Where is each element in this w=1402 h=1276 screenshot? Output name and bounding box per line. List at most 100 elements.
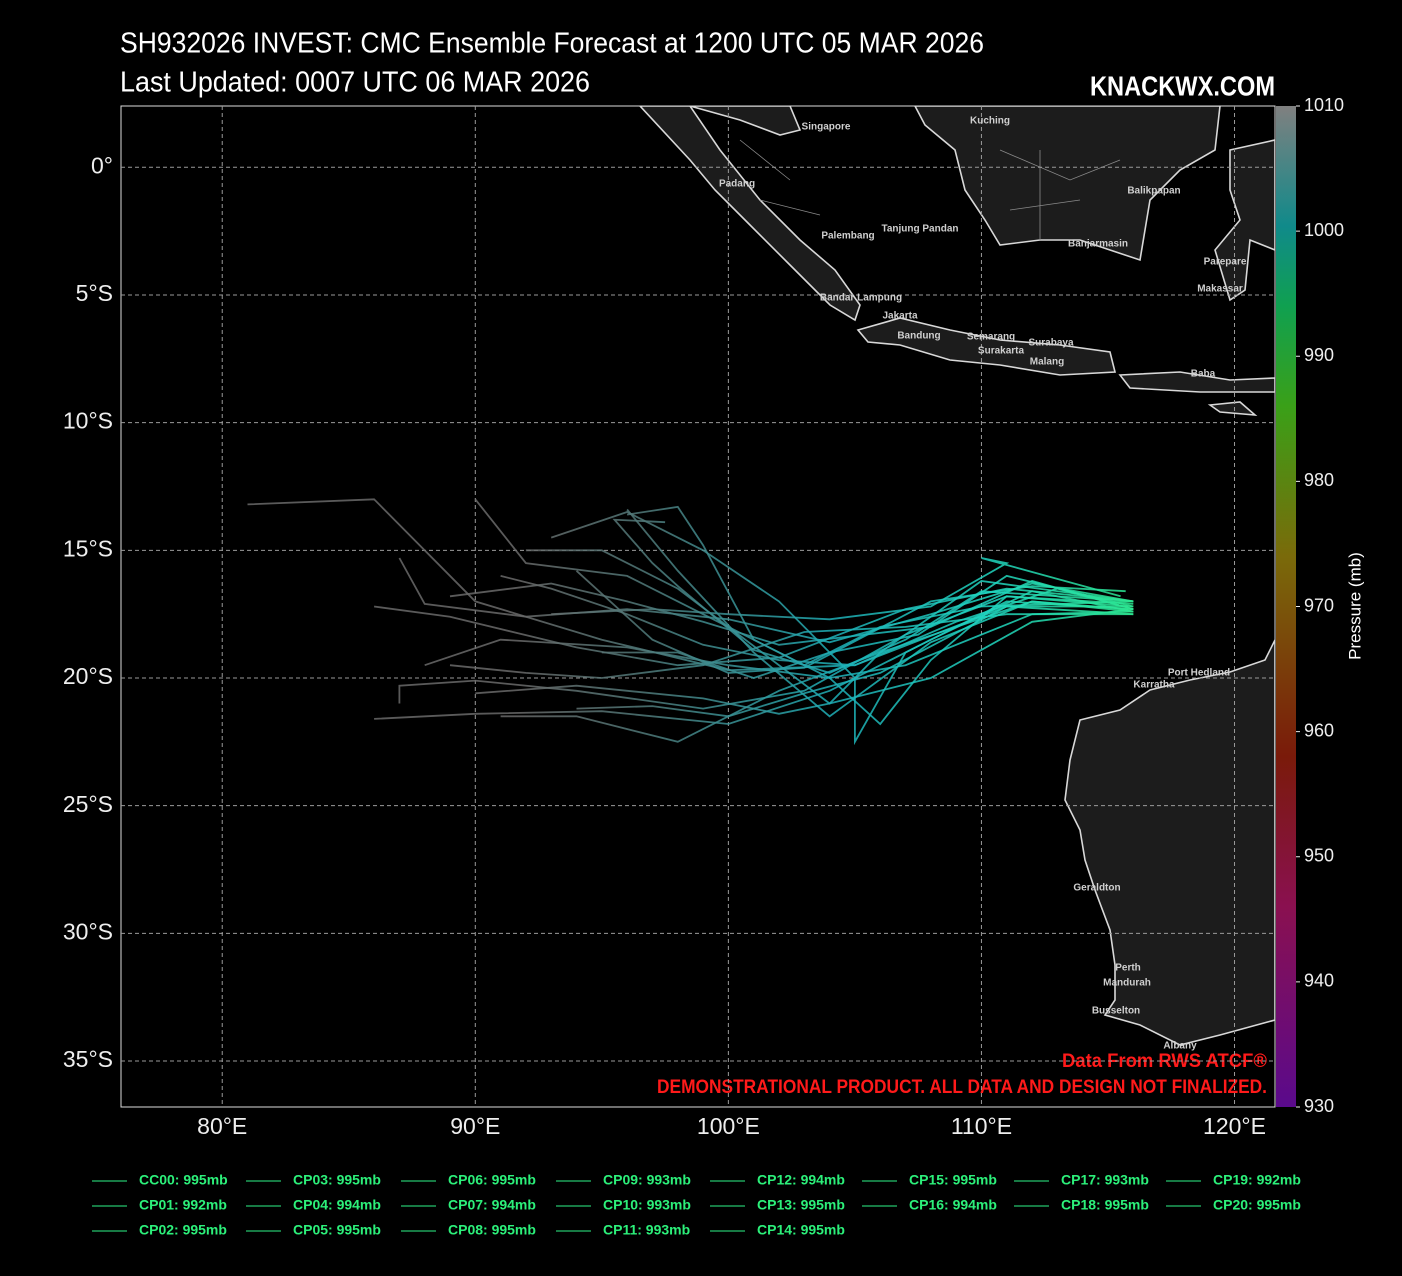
x-tick-label: 100°E (697, 1113, 760, 1139)
australia (1064, 639, 1275, 1046)
place-label: Singapore (802, 122, 851, 133)
colorbar-tick-label: 980 (1304, 470, 1334, 490)
colorbar-tick-label: 940 (1304, 971, 1334, 991)
legend-label: CP18: 995mb (1061, 1197, 1149, 1213)
track-line (626, 508, 1134, 718)
place-label: Busselton (1092, 1006, 1140, 1017)
colorbar-tick-label: 1000 (1304, 220, 1344, 240)
y-tick-label: 5°S (76, 280, 113, 306)
legend-label: CP08: 995mb (448, 1222, 536, 1238)
x-tick-label: 90°E (450, 1113, 500, 1139)
colorbar-tick-label: 930 (1304, 1096, 1334, 1116)
place-label: Palembang (821, 231, 874, 242)
track-line (525, 549, 1134, 667)
place-label: Perth (1115, 963, 1141, 974)
track-line (551, 557, 1121, 621)
legend-label: CC00: 995mb (139, 1172, 228, 1188)
borneo (914, 106, 1221, 262)
legend-label: CP15: 995mb (909, 1172, 997, 1188)
legend-label: CP05: 995mb (293, 1222, 381, 1238)
colorbar-label: Pressure (mb) (1345, 552, 1364, 660)
track-line (601, 574, 1134, 679)
track-line (500, 575, 1129, 667)
place-label: Albany (1163, 1041, 1197, 1052)
sumatra (638, 106, 861, 322)
colorbar-tick-label: 970 (1304, 595, 1334, 615)
track-line (374, 590, 1134, 725)
colorbar-tick-label: 990 (1304, 345, 1334, 365)
title: SH932026 INVEST: CMC Ensemble Forecast a… (120, 28, 984, 60)
place-label: Karratha (1133, 680, 1175, 691)
province-borders (739, 139, 1121, 240)
legend-label: CP02: 995mb (139, 1222, 227, 1238)
colorbar-tick-label: 950 (1304, 846, 1334, 866)
legend-label: CP01: 992mb (139, 1197, 227, 1213)
legend-label: CP04: 994mb (293, 1197, 381, 1213)
place-label: Port Hedland (1168, 668, 1230, 679)
place-label: Bandung (897, 331, 940, 342)
legend-label: CP09: 993mb (603, 1172, 691, 1188)
place-label: Baba (1191, 369, 1216, 380)
track-line (424, 610, 1134, 679)
track-line (550, 511, 1134, 746)
plot-frame (120, 105, 1276, 1108)
legend-label: CP13: 995mb (757, 1197, 845, 1213)
track-line (398, 557, 1134, 644)
place-label: Makassar (1197, 284, 1243, 295)
legend-label: CP19: 992mb (1213, 1172, 1301, 1188)
legend-label: CP06: 995mb (448, 1172, 536, 1188)
y-tick-label: 10°S (63, 408, 113, 434)
place-label: Kuching (970, 116, 1010, 127)
place-label: Bandar Lampung (820, 293, 902, 304)
land (638, 106, 1275, 1046)
watermark: KNACKWX.COM (1090, 70, 1275, 101)
place-label: Malang (1030, 357, 1064, 368)
place-label: Padang (719, 179, 755, 190)
y-tick-label: 15°S (63, 535, 113, 561)
timor (1207, 401, 1258, 417)
legend-label: CP07: 994mb (448, 1197, 536, 1213)
legend-label: CP16: 994mb (909, 1197, 997, 1213)
place-label: Balikpapan (1127, 186, 1180, 197)
place-label: Surakarta (978, 346, 1025, 357)
y-tick-label: 25°S (63, 791, 113, 817)
legend-label: CP12: 994mb (757, 1172, 845, 1188)
y-tick-label: 20°S (63, 663, 113, 689)
legend-label: CP03: 995mb (293, 1172, 381, 1188)
place-label: Jakarta (882, 311, 917, 322)
x-tick-label: 80°E (197, 1113, 247, 1139)
tracks (247, 498, 1134, 746)
subtitle: Last Updated: 0007 UTC 06 MAR 2026 (120, 67, 590, 99)
java (856, 317, 1117, 376)
legend-label: CP17: 993mb (1061, 1172, 1149, 1188)
track-line (612, 518, 1134, 674)
x-tick-label: 110°E (951, 1113, 1012, 1139)
y-tick-label: 0° (91, 152, 113, 178)
track-line (475, 608, 1134, 715)
legend-label: CP10: 993mb (603, 1197, 691, 1213)
y-tick-label: 35°S (63, 1046, 113, 1072)
place-label: Geraldton (1073, 883, 1120, 894)
disclaimer: DEMONSTRATIONAL PRODUCT. ALL DATA AND DE… (657, 1077, 1267, 1098)
colorbar-tick-label: 960 (1304, 720, 1334, 740)
place-label: Tanjung Pandan (881, 224, 958, 235)
place-label: Banjarmasin (1068, 239, 1128, 250)
colorbar (1276, 106, 1296, 1107)
malay-peninsula (689, 106, 802, 136)
legend-label: CP11: 993mb (603, 1222, 690, 1238)
place-label: Parepare (1204, 257, 1247, 268)
place-label: Semarang (967, 332, 1015, 343)
track-line (474, 498, 1134, 705)
legend-label: CP20: 995mb (1213, 1197, 1301, 1213)
track-line (575, 570, 1126, 674)
legend-label: CP14: 995mb (757, 1222, 845, 1238)
lesser-sunda (1118, 371, 1275, 393)
colorbar-tick-label: 1010 (1304, 95, 1344, 115)
place-label: Mandurah (1103, 978, 1151, 989)
track-line (576, 605, 1134, 718)
x-tick-label: 120°E (1203, 1113, 1266, 1139)
y-tick-label: 30°S (63, 918, 113, 944)
place-label: Surabaya (1028, 338, 1073, 349)
